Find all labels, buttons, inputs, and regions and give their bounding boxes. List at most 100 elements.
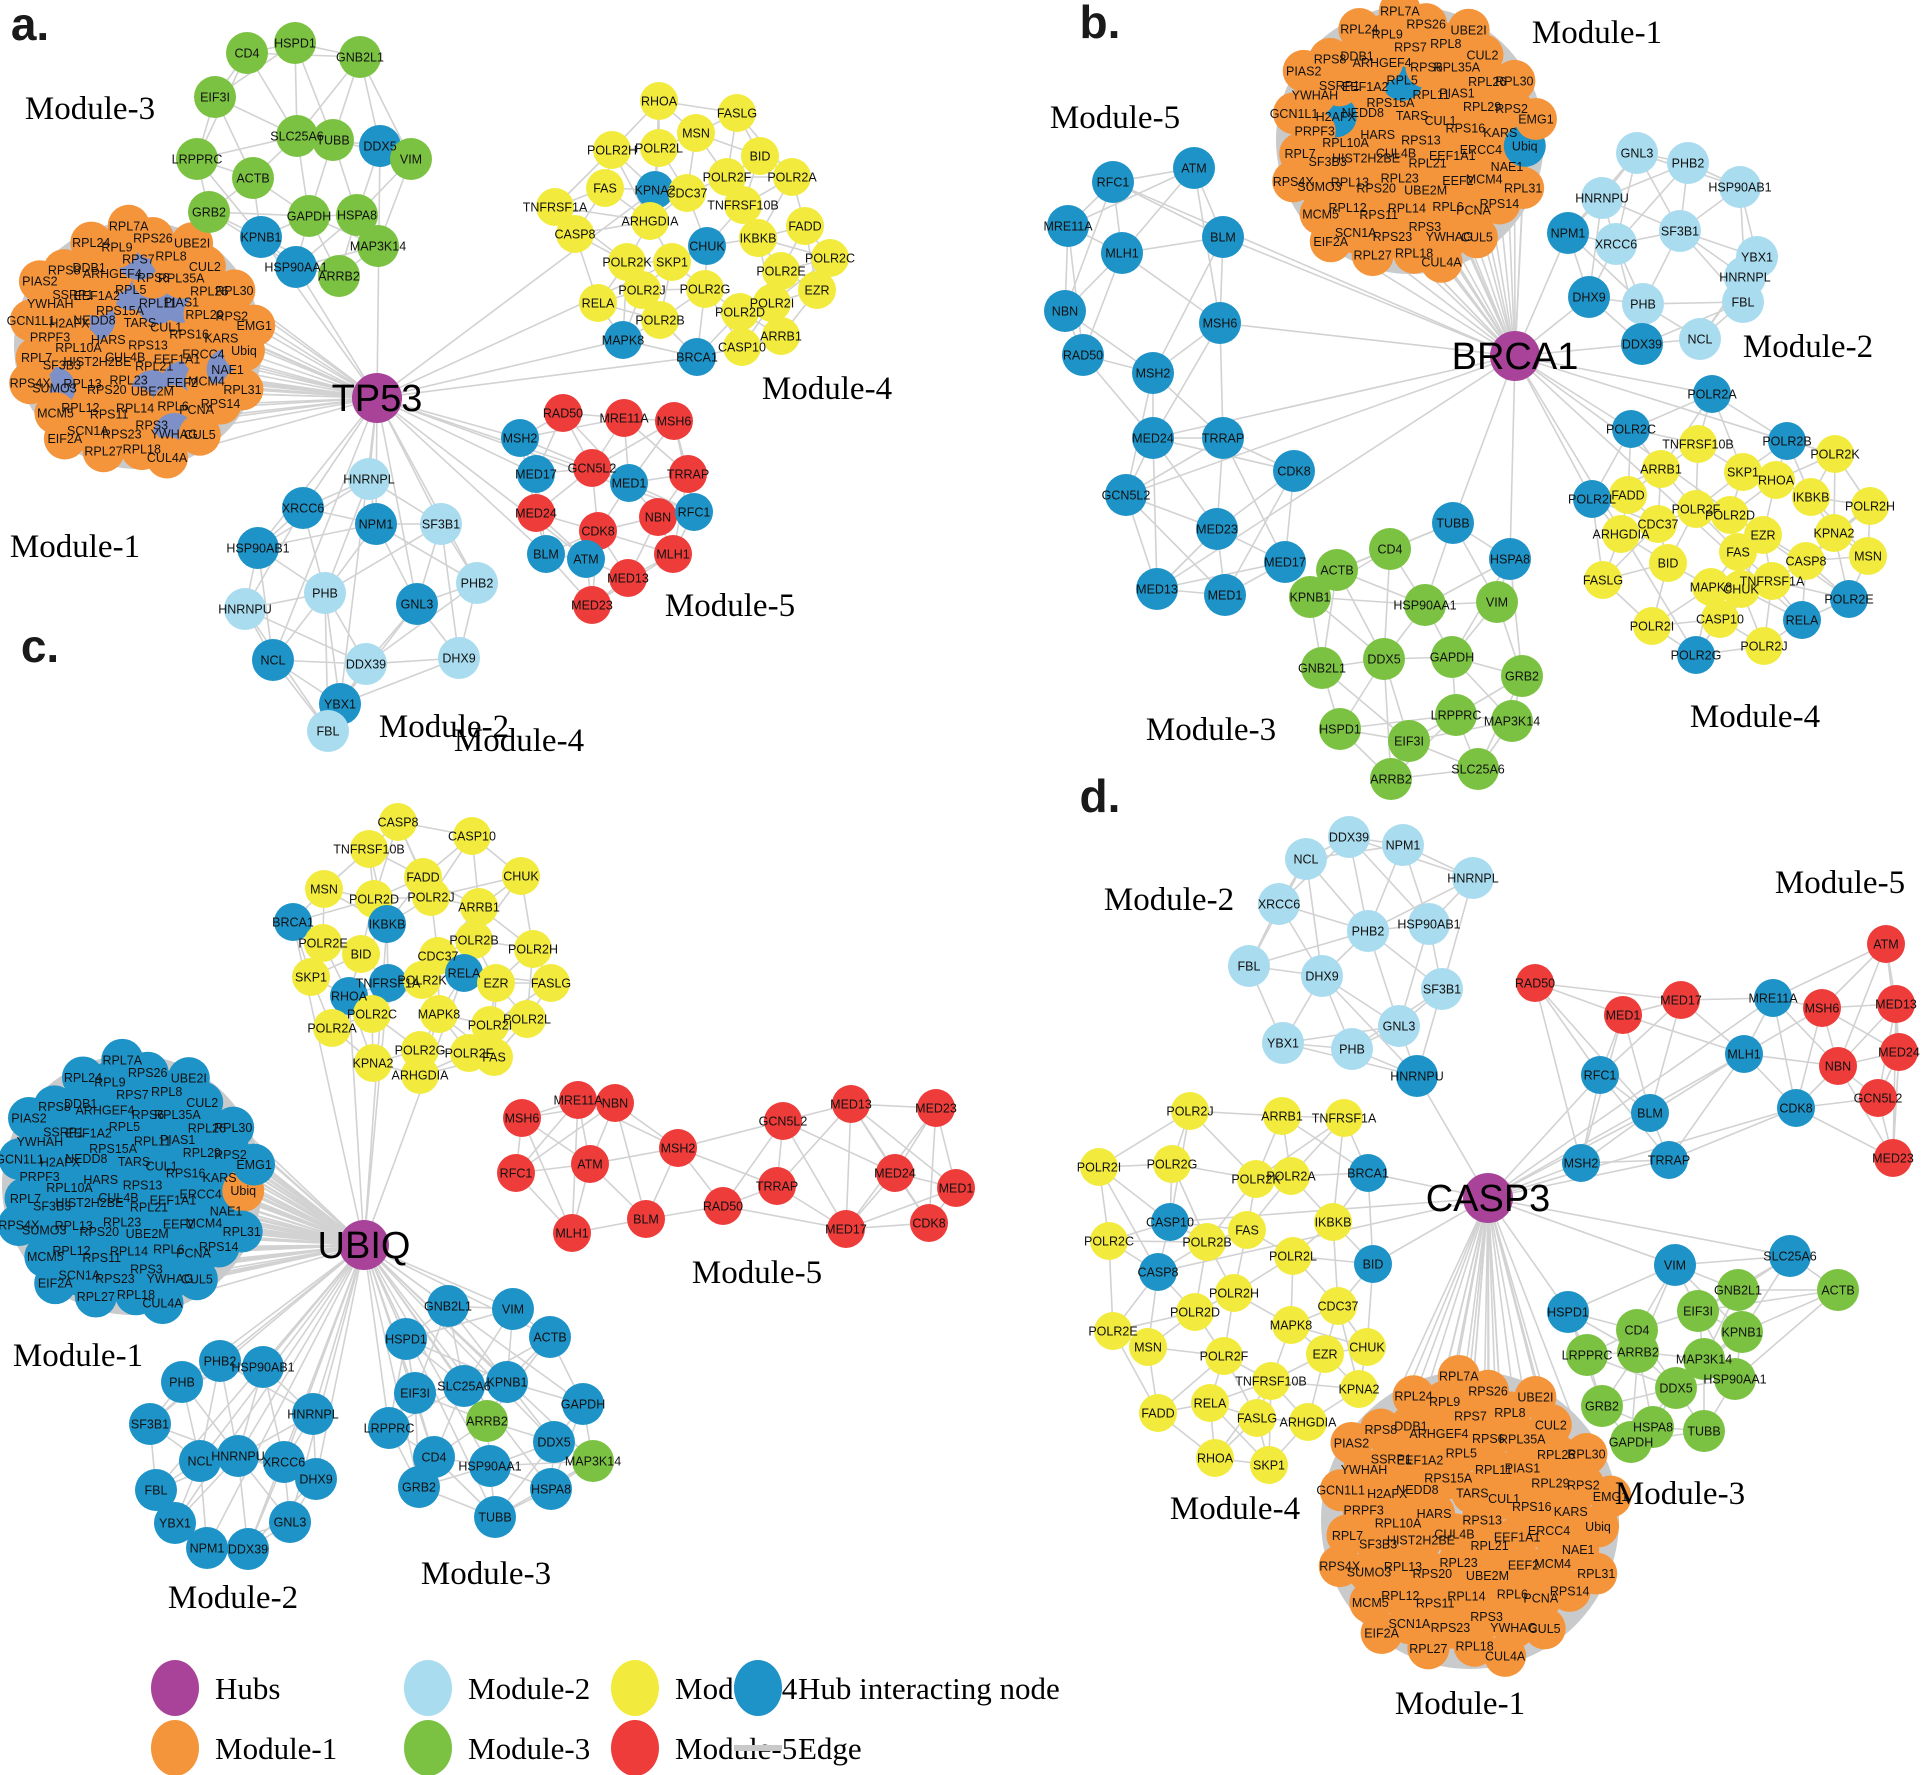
- module-title-module-4: Module-4: [1690, 699, 1820, 735]
- node-hspa8: [336, 194, 378, 236]
- node-rpl31: [221, 368, 264, 411]
- node-cdk8: [1777, 1089, 1815, 1127]
- node-gnb2l1: [427, 1285, 469, 1327]
- hub-label-casp3: CASP3: [1426, 1178, 1551, 1220]
- node-med23: [1196, 508, 1238, 550]
- node-faslg: [718, 94, 756, 132]
- node-skp1: [292, 958, 330, 996]
- edge: [295, 266, 378, 399]
- edge: [1487, 1074, 1601, 1199]
- edge: [1534, 982, 1682, 1001]
- panel-letter: a.: [11, 0, 49, 50]
- node-msh6: [1803, 989, 1841, 1027]
- node-tubb: [1432, 502, 1474, 544]
- node-arhgdia: [1289, 1403, 1327, 1441]
- node-polr2h: [1851, 487, 1889, 525]
- node-polr2h: [514, 930, 552, 968]
- node-casp8: [1787, 542, 1825, 580]
- node-ybx1: [1262, 1022, 1304, 1064]
- node-phb: [304, 572, 346, 614]
- node-bid: [741, 137, 779, 175]
- edge: [782, 1120, 896, 1174]
- module-title-module-2: Module-2: [168, 1580, 298, 1616]
- node-phb2: [456, 562, 498, 604]
- edge: [1222, 236, 1516, 357]
- node-grb2: [1581, 1385, 1623, 1427]
- node-gcn5l2: [764, 1102, 802, 1140]
- edge: [339, 397, 378, 705]
- edge: [363, 1244, 420, 1488]
- node-cul4a: [146, 436, 189, 479]
- panel-c-cluster-module-4: [274, 803, 570, 1094]
- node-med13: [1877, 985, 1915, 1023]
- node-chuk: [1722, 570, 1760, 608]
- node-msn: [305, 870, 343, 908]
- node-tnfrsf10b: [724, 186, 762, 224]
- node-polr2k: [608, 243, 646, 281]
- node-chuk: [1348, 1328, 1386, 1366]
- node-phb: [1331, 1028, 1373, 1070]
- node-arrb1: [1263, 1097, 1301, 1135]
- node-polr2i: [1633, 607, 1671, 645]
- node-polr2b: [1188, 1223, 1226, 1261]
- node-med24: [1132, 417, 1174, 459]
- node-dhx9: [295, 1458, 337, 1500]
- node-sf3b1: [420, 503, 462, 545]
- edge: [521, 1117, 573, 1234]
- node-pias2: [18, 260, 61, 303]
- node-ddx39: [1621, 323, 1663, 365]
- node-eif2a: [1360, 1611, 1403, 1654]
- node-polr2k: [1816, 435, 1854, 473]
- node-polr2j: [412, 878, 450, 916]
- node-rpl24: [1392, 1375, 1435, 1418]
- node-hsp90aa1: [275, 246, 317, 288]
- node-polr2j: [623, 271, 661, 309]
- panel-letter: c.: [21, 620, 59, 672]
- node-fadd: [1609, 476, 1647, 514]
- node-polr2d: [1176, 1293, 1214, 1331]
- node-msh2: [659, 1129, 697, 1167]
- node-cul5: [178, 413, 221, 456]
- module-title-module-2: Module-2: [379, 709, 509, 745]
- edge: [206, 1244, 365, 1549]
- edge: [1452, 355, 1516, 524]
- node-polr2g: [686, 270, 724, 308]
- node-tnfrsf10b: [1252, 1362, 1290, 1400]
- edge: [339, 657, 460, 705]
- node-rpl30: [212, 1106, 255, 1149]
- node-polr2g: [1153, 1145, 1191, 1183]
- node-dhx9: [1568, 276, 1610, 318]
- node-hnrnpu: [1396, 1055, 1438, 1097]
- node-rpl7a: [1437, 1354, 1480, 1397]
- node-tnfrsf1a: [536, 188, 574, 226]
- node-med23: [573, 586, 611, 624]
- node-polr2l: [1274, 1237, 1312, 1275]
- edge: [363, 1244, 390, 1429]
- node-actb: [1316, 549, 1358, 591]
- node-mre11a: [1754, 979, 1792, 1017]
- node-rpl7a: [101, 1038, 144, 1081]
- legend-swatch-module3: [404, 1720, 452, 1775]
- panel-c-cluster-module-5: [497, 1081, 975, 1252]
- node-xrcc6: [1595, 223, 1637, 265]
- node-phb2: [199, 1340, 241, 1382]
- node-med17: [827, 1210, 865, 1248]
- node-npm1: [186, 1527, 228, 1569]
- module-title-module-4: Module-4: [454, 723, 584, 759]
- node-map3k14: [1683, 1338, 1725, 1380]
- edge: [1125, 494, 1226, 596]
- node-rela: [1191, 1384, 1229, 1422]
- edge: [376, 245, 708, 399]
- node-gapdh: [562, 1383, 604, 1425]
- node-mapk8: [604, 321, 642, 359]
- node-rps4x: [1318, 1545, 1361, 1588]
- node-med1: [1204, 574, 1246, 616]
- node-grb2: [1501, 655, 1543, 697]
- node-arrb2: [318, 255, 360, 297]
- panel-d-cluster-module-1: [1318, 1354, 1632, 1677]
- node-polr2a: [773, 158, 811, 196]
- node-rfc1: [1581, 1056, 1619, 1094]
- node-gcn5l2: [573, 449, 611, 487]
- node-polr2k: [1237, 1160, 1275, 1198]
- edge: [1152, 322, 1221, 439]
